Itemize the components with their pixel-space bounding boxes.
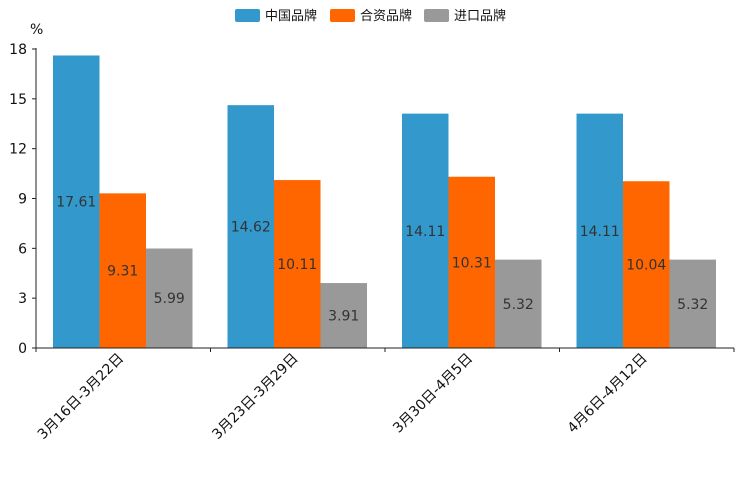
- x-axis: 3月16日-3月22日 3月23日-3月29日 3月30日-4月5日 4月6日-4月1…: [35, 347, 735, 443]
- bar-value-label: 5.32: [503, 297, 534, 313]
- x-tick-label: 3月30日-4月5日: [390, 351, 476, 437]
- y-tick-label: 15: [9, 92, 27, 108]
- legend-swatch-3: [424, 9, 449, 22]
- legend-swatch-1: [235, 9, 260, 22]
- y-tick-label: 12: [9, 142, 27, 158]
- bar-value-label: 5.99: [154, 291, 185, 307]
- legend-label-3: 进口品牌: [454, 8, 506, 24]
- bar-3-3: [495, 259, 542, 348]
- y-tick-label: 9: [18, 192, 27, 208]
- legend-label-1: 中国品牌: [265, 8, 317, 24]
- bar-value-label: 9.31: [107, 264, 138, 280]
- bar-1-1: [53, 55, 100, 348]
- y-axis: 0 3 6 9 12 15 18: [9, 42, 37, 357]
- legend: 中国品牌 合资品牌 进口品牌: [235, 8, 506, 24]
- y-tick-label: 18: [9, 42, 27, 58]
- bar-2-1: [99, 193, 146, 348]
- bar-value-label: 5.32: [677, 297, 708, 313]
- x-tick-label: 3月16日-3月22日: [35, 351, 127, 443]
- x-tick-label: 3月23日-3月29日: [209, 351, 301, 443]
- legend-label-2: 合资品牌: [360, 8, 412, 24]
- bar-value-label: 10.31: [452, 255, 492, 271]
- y-axis-unit-label: %: [30, 22, 43, 38]
- bar-value-label: 17.61: [56, 195, 96, 211]
- bar-value-label: 14.11: [580, 224, 620, 240]
- bar-value-label: 3.91: [328, 309, 359, 325]
- x-tick-label: 4月6日-4月12日: [565, 351, 651, 437]
- y-tick-label: 6: [18, 241, 27, 257]
- bar-1-2: [227, 105, 274, 348]
- bar-3-4: [669, 259, 716, 348]
- bars: 17.61 9.31 5.99 14.62 10.11 3.91 14.11 10.31 5.3…: [53, 55, 716, 349]
- bar-2-3: [448, 176, 495, 348]
- bar-value-label: 10.11: [277, 257, 317, 273]
- bar-2-2: [274, 180, 321, 348]
- bar-3-2: [320, 283, 367, 348]
- bar-value-label: 14.11: [405, 224, 445, 240]
- legend-swatch-2: [330, 9, 355, 22]
- bar-value-label: 10.04: [626, 258, 666, 274]
- y-tick-label: 0: [18, 341, 27, 357]
- bar-3-1: [146, 248, 193, 348]
- bar-1-3: [402, 113, 449, 349]
- y-tick-label: 3: [18, 291, 27, 307]
- bar-1-4: [576, 113, 623, 349]
- bar-2-4: [623, 181, 670, 348]
- bar-value-label: 14.62: [231, 220, 271, 236]
